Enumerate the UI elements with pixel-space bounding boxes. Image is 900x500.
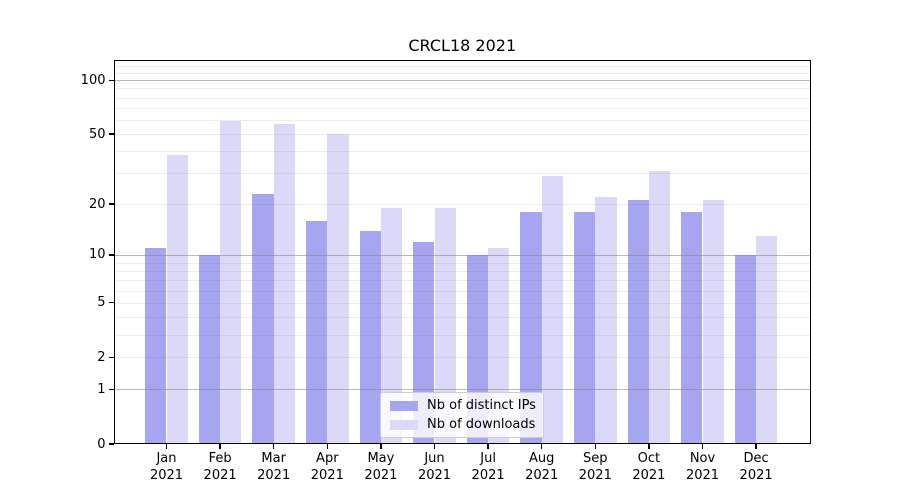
y-tick-label-1: 1	[97, 381, 106, 397]
x-tick-label-sep: Sep 2021	[578, 451, 612, 483]
x-tick-mark-may	[380, 444, 382, 449]
x-tick-label-apr: Apr 2021	[310, 451, 344, 483]
gridline-major-10	[113, 254, 811, 256]
x-tick-label-mar: Mar 2021	[257, 451, 291, 483]
gridline-minor-120	[113, 65, 811, 67]
gridline-minor-90	[113, 88, 811, 90]
gridline-major-1	[113, 389, 811, 391]
x-tick-label-feb: Feb 2021	[203, 451, 237, 483]
y-tick-mark-1	[108, 388, 114, 391]
gridline-minor-30	[113, 173, 811, 175]
bar-downloads-jan	[166, 155, 188, 444]
bar-ips-sep	[573, 211, 596, 444]
y-tick-mark-20	[108, 203, 114, 205]
legend-item-distinct-ips: Nb of distinct IPs	[390, 398, 536, 413]
gridline-minor-50	[113, 134, 811, 136]
bar-downloads-jun	[434, 207, 456, 444]
x-tick-label-jul: Jul 2021	[471, 451, 505, 483]
bar-downloads-nov	[702, 200, 724, 444]
gridline-minor-80	[113, 97, 811, 99]
bar-downloads-apr	[327, 134, 349, 444]
bar-ips-may	[359, 230, 381, 444]
y-tick-label-5: 5	[97, 295, 106, 311]
x-tick-mark-apr	[326, 444, 328, 449]
gridline-minor-40	[113, 151, 811, 153]
x-tick-mark-feb	[219, 444, 221, 449]
bar-downloads-aug	[541, 175, 564, 444]
bar-ips-aug	[520, 211, 542, 444]
chart-title: CRCL18 2021	[408, 36, 517, 55]
bar-ips-jan	[145, 248, 167, 444]
x-tick-mark-sep	[594, 444, 596, 449]
gridline-minor-3	[113, 334, 811, 336]
x-tick-label-oct: Oct 2021	[632, 451, 666, 483]
legend: Nb of distinct IPs Nb of downloads	[380, 392, 544, 438]
bar-ips-dec	[734, 255, 757, 444]
legend-swatch-distinct-ips	[390, 400, 418, 411]
gridline-minor-4	[113, 317, 811, 319]
plot-area	[113, 59, 811, 444]
y-tick-label-10: 10	[88, 247, 106, 263]
gridline-minor-9	[113, 262, 811, 264]
gridline-minor-8	[113, 270, 811, 272]
x-tick-mark-jan	[165, 444, 168, 449]
legend-label-distinct-ips: Nb of distinct IPs	[427, 398, 536, 413]
legend-label-downloads: Nb of downloads	[427, 417, 536, 432]
x-tick-label-nov: Nov 2021	[685, 451, 720, 483]
bar-ips-mar	[252, 193, 274, 444]
gridline-minor-2	[113, 357, 811, 359]
bar-downloads-feb	[220, 121, 242, 444]
gridline-minor-110	[113, 72, 811, 74]
legend-item-downloads: Nb of downloads	[390, 417, 536, 432]
bar-downloads-sep	[595, 196, 617, 444]
x-tick-label-dec: Dec 2021	[739, 451, 773, 483]
gridline-minor-6	[113, 290, 811, 292]
x-tick-mark-aug	[541, 444, 543, 449]
bar-ips-oct	[627, 200, 649, 444]
y-tick-label-20: 20	[88, 196, 106, 212]
bar-ips-nov	[681, 211, 703, 444]
gridline-minor-60	[113, 119, 811, 121]
bar-downloads-may	[380, 207, 403, 444]
x-tick-label-may: May 2021	[364, 451, 398, 483]
y-tick-label-50: 50	[88, 126, 106, 142]
x-tick-mark-jul	[487, 444, 489, 449]
gridline-minor-5	[113, 302, 811, 304]
y-tick-mark-50	[108, 133, 114, 135]
bar-ips-apr	[305, 220, 328, 444]
gridline-major-100	[113, 80, 811, 82]
y-tick-mark-2	[108, 356, 114, 359]
x-tick-mark-mar	[273, 444, 275, 449]
x-tick-mark-jun	[433, 444, 436, 449]
x-tick-mark-nov	[701, 444, 704, 449]
x-tick-label-aug: Aug 2021	[525, 451, 559, 483]
x-tick-label-jan: Jan 2021	[149, 451, 184, 483]
y-tick-label-0: 0	[97, 436, 106, 452]
bar-downloads-oct	[648, 170, 671, 444]
x-tick-mark-oct	[648, 444, 650, 449]
x-tick-label-jun: Jun 2021	[417, 451, 452, 483]
gridline-minor-7	[113, 280, 811, 282]
y-tick-mark-100	[108, 79, 114, 81]
gridline-minor-20	[113, 204, 811, 206]
y-tick-mark-0	[108, 443, 114, 445]
y-tick-mark-10	[108, 254, 114, 256]
bar-downloads-dec	[756, 235, 778, 444]
bar-ips-feb	[198, 255, 221, 444]
legend-swatch-downloads	[390, 419, 418, 430]
bar-downloads-mar	[273, 123, 296, 444]
y-tick-label-100: 100	[80, 72, 106, 88]
y-tick-mark-5	[108, 302, 114, 304]
y-tick-label-2: 2	[97, 349, 106, 365]
gridline-minor-70	[113, 107, 811, 109]
x-tick-mark-dec	[755, 444, 757, 449]
